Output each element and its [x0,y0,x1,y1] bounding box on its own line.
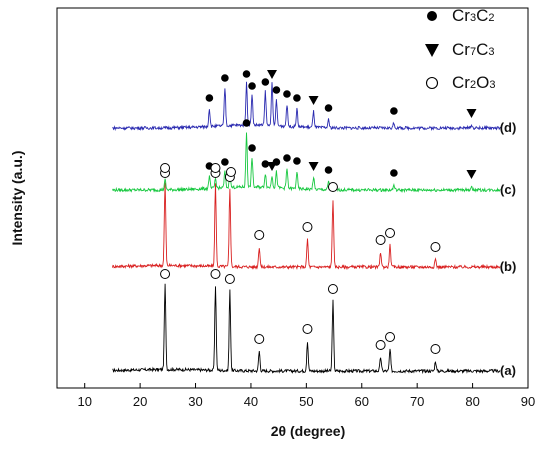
y-axis-title: Intensity (a.u.) [9,151,25,246]
cr2o3-marker [254,334,265,344]
cr2o3-marker [160,163,171,173]
curve-label: (b) [500,259,517,274]
cr7c3-marker [266,70,277,79]
curve-label: (a) [500,363,516,378]
x-tick-label: 40 [244,394,258,409]
xrd-curve [111,182,501,271]
cr3c2-marker [221,158,229,166]
legend: Cr3C2 Cr7C3 Cr2O3 [425,6,495,92]
cr2o3-marker [302,324,313,334]
cr2o3-marker [430,344,441,354]
x-axis-ticks: 10 20 30 40 50 60 70 80 90 [77,383,535,409]
curve-labels-group: (a) (b) (c) (d) [500,120,517,378]
cr7c3-marker [308,96,319,105]
cr2o3-marker [375,235,386,245]
cr2o3-marker [385,332,396,342]
x-tick-label: 50 [299,394,313,409]
cr3c2-marker [390,107,398,115]
cr3c2-marker [242,119,251,127]
cr2o3-marker [375,340,386,350]
cr3c2-marker [293,157,301,165]
curve-label: (c) [500,182,516,197]
curve-label: (d) [500,120,517,135]
cr2o3-marker [327,182,338,192]
cr2o3-marker [385,228,396,238]
x-tick-label: 80 [465,394,479,409]
cr3c2-marker [324,104,333,112]
phase-markers-group [160,70,477,354]
legend-marker-cr7c3 [425,44,439,57]
cr2o3-marker [302,222,313,232]
x-axis-title: 2θ (degree) [271,423,345,439]
cr7c3-marker [466,109,477,118]
legend-label: Cr7C3 [452,40,494,59]
cr2o3-marker [430,242,441,252]
cr3c2-marker [390,169,398,177]
cr3c2-marker [293,94,301,102]
cr3c2-marker [283,154,291,162]
cr3c2-marker [242,70,251,78]
cr2o3-marker [160,269,171,279]
plot-frame [56,7,529,389]
cr2o3-marker [225,167,236,177]
cr3c2-marker [248,144,256,152]
cr3c2-marker [221,74,229,82]
x-tick-label: 90 [521,394,535,409]
cr2o3-marker [224,274,235,284]
legend-marker-cr3c2 [427,11,437,21]
legend-label: Cr3C2 [452,6,494,25]
cr2o3-marker [210,163,221,173]
cr3c2-marker [248,82,256,90]
cr3c2-marker [272,86,281,94]
cr3c2-marker [261,78,270,86]
x-tick-label: 10 [77,394,91,409]
cr2o3-marker [327,284,338,294]
cr3c2-marker [283,90,291,98]
cr7c3-marker [308,162,319,171]
cr7c3-marker [466,170,477,179]
xrd-curve [112,283,501,375]
plot-area [56,7,529,389]
legend-marker-cr2o3 [425,76,439,90]
cr2o3-marker [254,230,265,240]
cr3c2-marker [261,160,270,168]
cr2o3-marker [210,269,221,279]
legend-label: Cr2O3 [452,73,495,92]
x-tick-label: 70 [410,394,424,409]
xrd-curve [112,81,501,132]
x-tick-label: 60 [355,394,369,409]
x-tick-label: 20 [133,394,147,409]
xrd-curve [112,132,501,194]
x-tick-label: 30 [188,394,202,409]
cr3c2-marker [205,94,214,102]
cr3c2-marker [272,158,281,166]
curves-group [111,81,501,375]
cr3c2-marker [324,166,333,174]
